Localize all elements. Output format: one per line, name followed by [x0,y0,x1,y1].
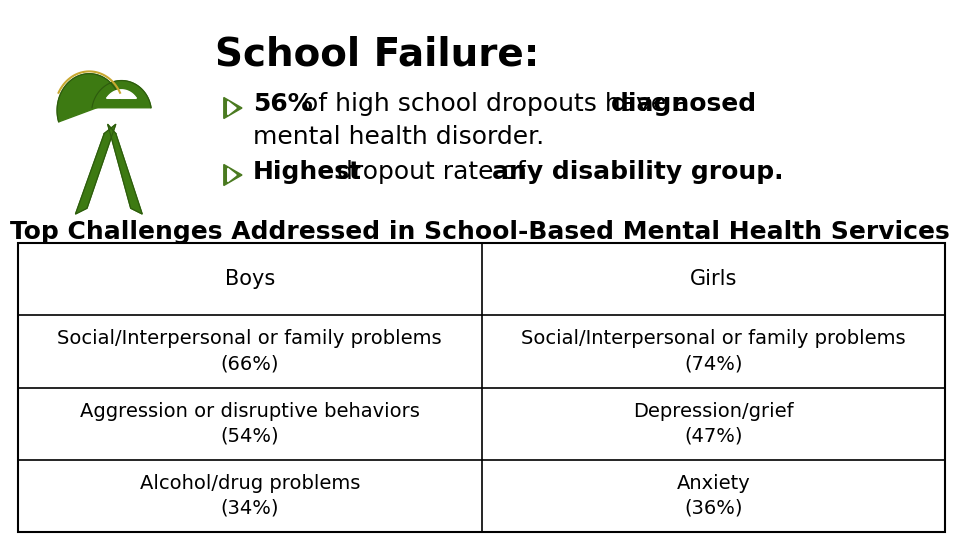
Polygon shape [224,98,242,118]
Polygon shape [76,124,116,214]
Text: Boys: Boys [225,269,275,289]
Polygon shape [57,73,120,122]
Text: Girls: Girls [689,269,737,289]
Text: any disability group.: any disability group. [492,160,783,184]
Polygon shape [108,124,142,214]
Text: Social/Interpersonal or family problems
(74%): Social/Interpersonal or family problems … [521,329,905,373]
Text: Anxiety
(36%): Anxiety (36%) [677,474,750,518]
Text: Highest: Highest [253,160,362,184]
Polygon shape [228,168,236,181]
Text: dropout rate of: dropout rate of [329,160,534,184]
Text: of high school dropouts have a: of high school dropouts have a [295,92,697,116]
Polygon shape [92,80,151,108]
Polygon shape [107,90,136,98]
Bar [18,243,945,532]
Polygon shape [224,165,242,186]
Text: diagnosed: diagnosed [611,92,757,116]
Text: Top Challenges Addressed in School-Based Mental Health Services: Top Challenges Addressed in School-Based… [11,220,949,244]
Text: mental health disorder.: mental health disorder. [253,125,544,149]
Text: Social/Interpersonal or family problems
(66%): Social/Interpersonal or family problems … [58,329,442,373]
Text: Depression/grief
(47%): Depression/grief (47%) [633,402,794,446]
Text: School Failure:: School Failure: [215,35,540,73]
Text: Alcohol/drug problems
(34%): Alcohol/drug problems (34%) [139,474,360,518]
Text: 56%: 56% [253,92,313,116]
Polygon shape [228,102,236,114]
Text: Aggression or disruptive behaviors
(54%): Aggression or disruptive behaviors (54%) [80,402,420,446]
